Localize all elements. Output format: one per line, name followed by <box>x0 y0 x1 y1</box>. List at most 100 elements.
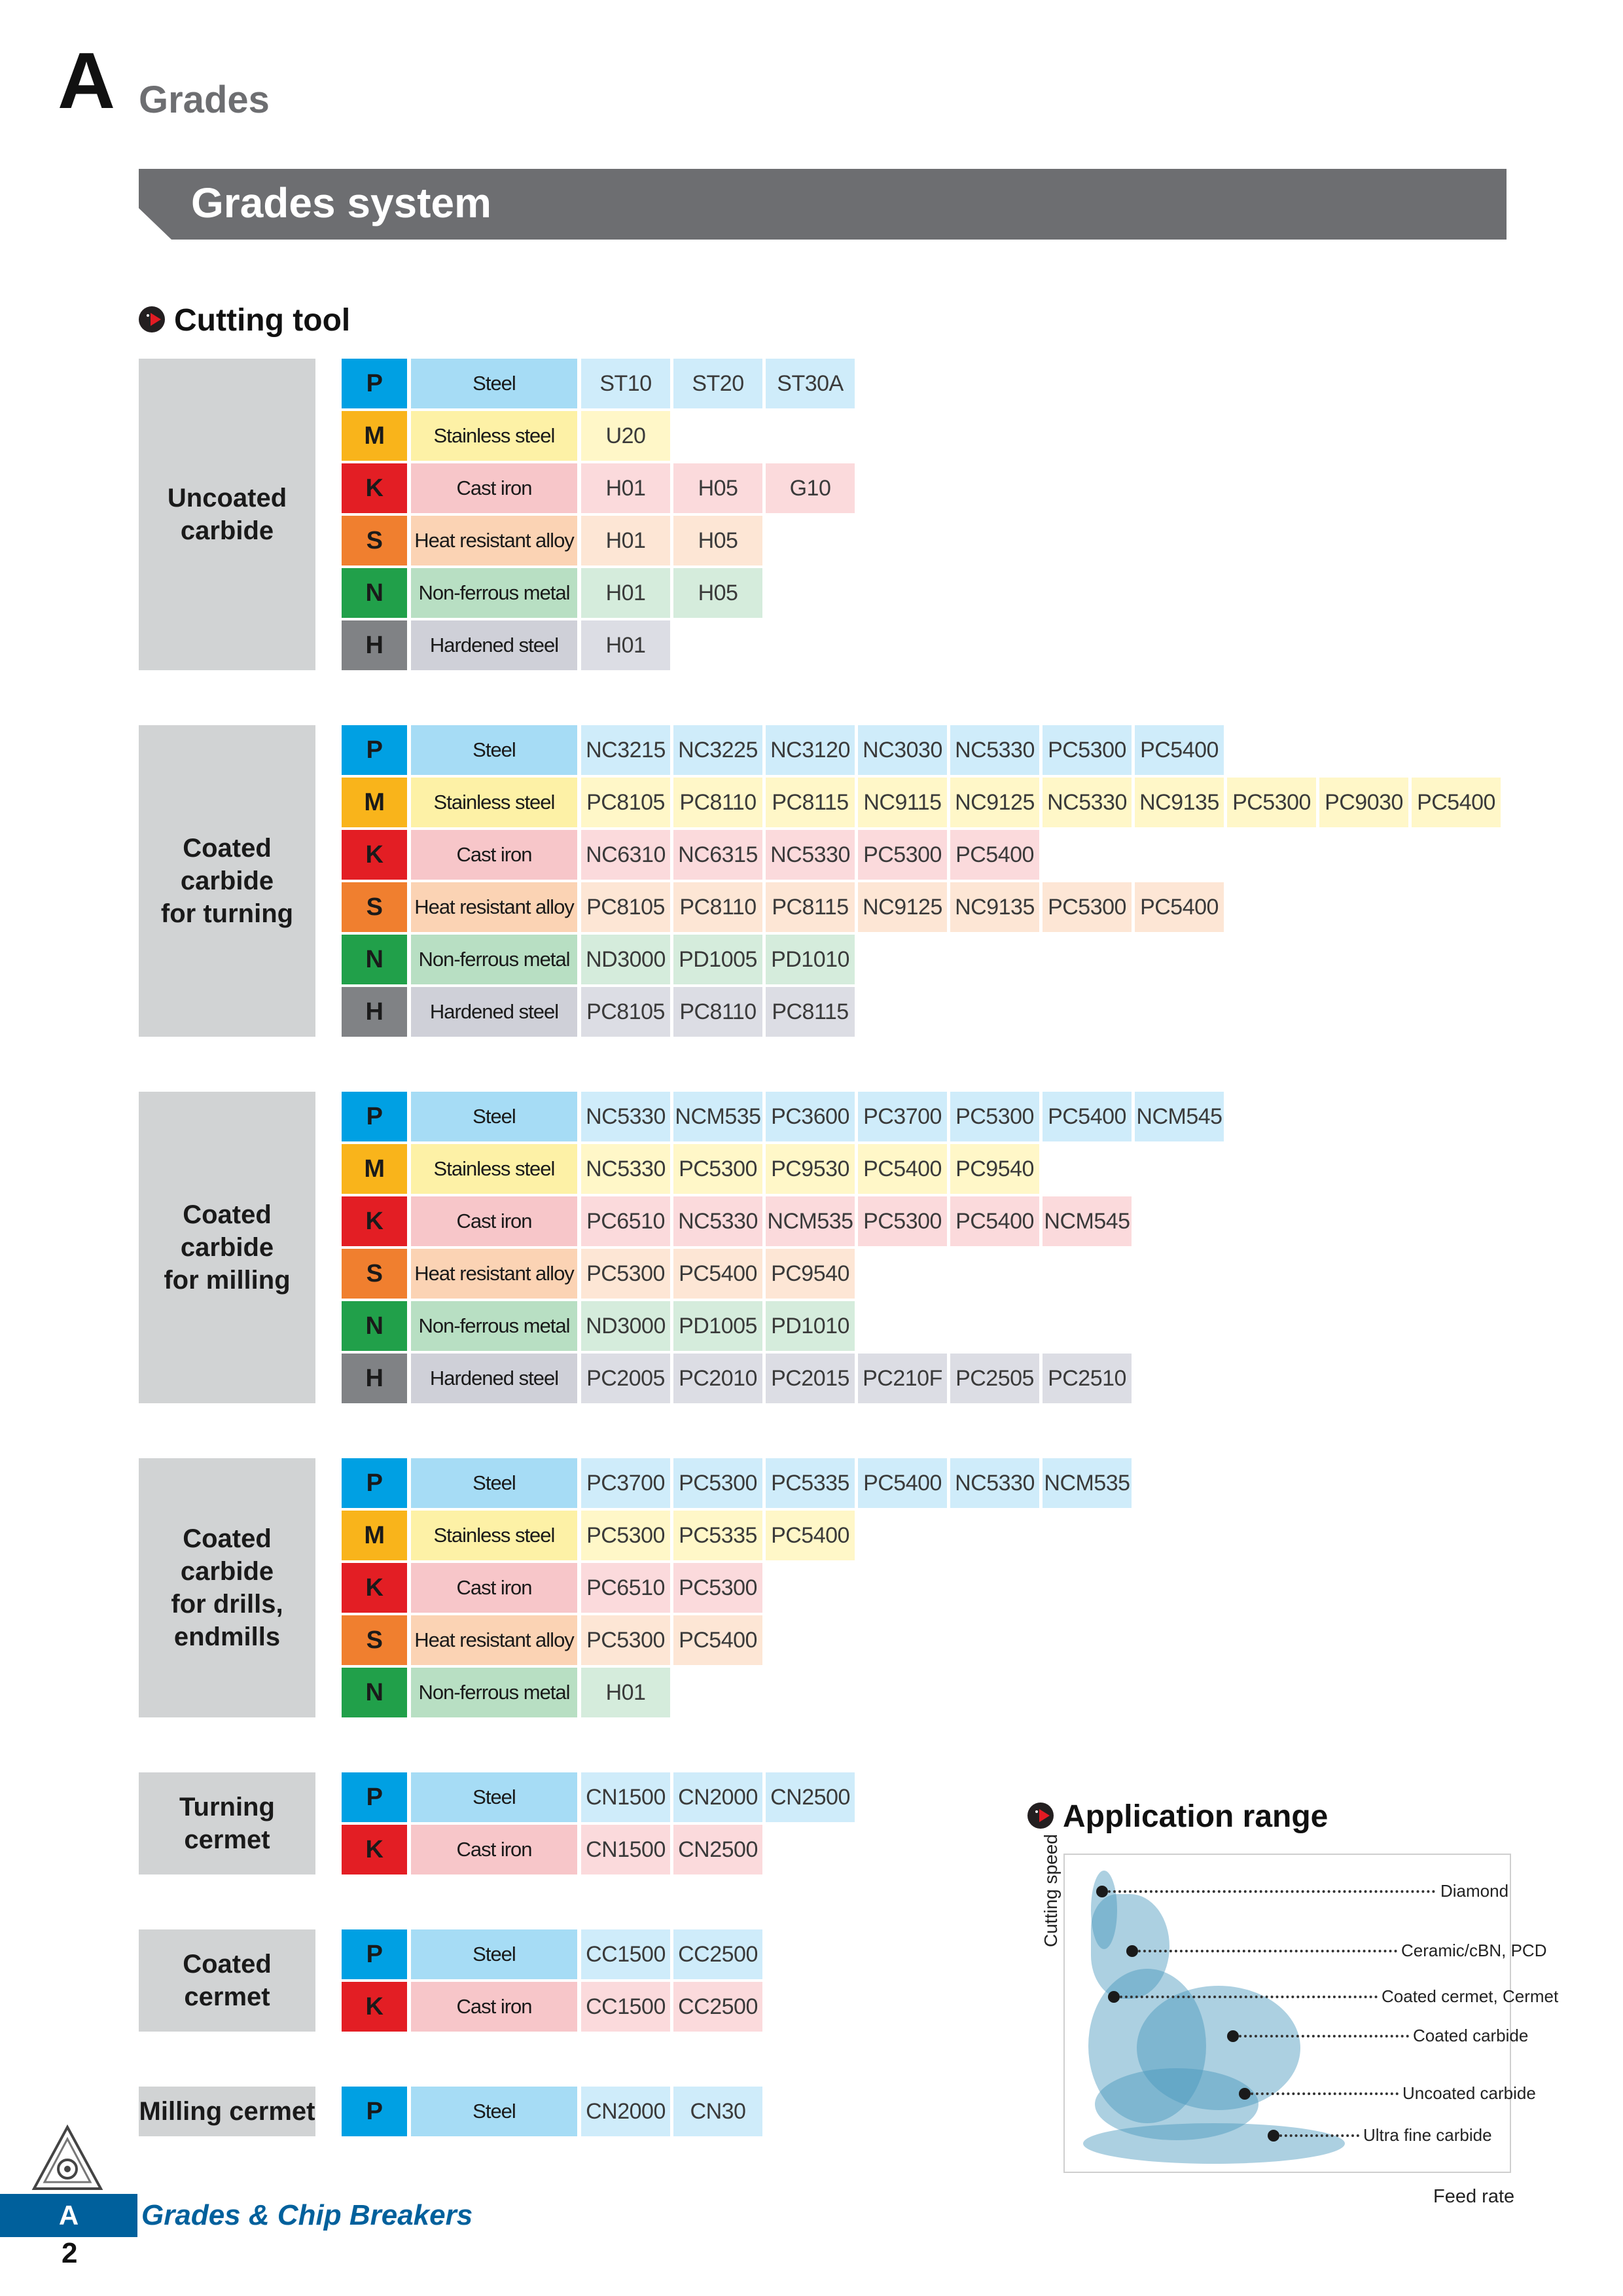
iso-code: P <box>342 1458 407 1508</box>
grade-cell: NC9135 <box>1135 778 1224 827</box>
grade-cell: PD1005 <box>673 935 762 984</box>
grade-cell: H01 <box>581 1668 670 1717</box>
grade-cell: CN30 <box>673 2087 762 2136</box>
group-label: Coated carbide for milling <box>139 1092 315 1403</box>
grade-cell: PC5300 <box>858 830 947 880</box>
material-label: Steel <box>411 359 577 408</box>
grade-cell: NC5330 <box>950 725 1039 775</box>
grade-cell: CC2500 <box>673 1929 762 1979</box>
grade-cell: PC6510 <box>581 1563 670 1613</box>
page-number: 2 <box>62 2237 78 2269</box>
material-label: Heat resistant alloy <box>411 1249 577 1299</box>
iso-code: M <box>342 1144 407 1194</box>
group-label: Turning cermet <box>139 1772 315 1874</box>
iso-code: P <box>342 725 407 775</box>
grade-cell: PC5300 <box>950 1092 1039 1141</box>
grade-cell: PC5400 <box>1135 882 1224 932</box>
material-label: Steel <box>411 725 577 775</box>
grade-cell: NC5330 <box>1043 778 1132 827</box>
grade-cell: NC6310 <box>581 830 670 880</box>
grade-cell: H05 <box>673 516 762 565</box>
grade-cell: PC5300 <box>581 1249 670 1299</box>
material-label: Hardened steel <box>411 620 577 670</box>
grade-cell: PD1010 <box>766 1301 855 1351</box>
grade-cell: PC8115 <box>766 987 855 1037</box>
grade-cell: NCM535 <box>1043 1458 1132 1508</box>
grade-cell: PC5400 <box>858 1144 947 1194</box>
grade-cell: NC3225 <box>673 725 762 775</box>
grade-cell: H05 <box>673 463 762 513</box>
material-label: Steel <box>411 1458 577 1508</box>
group-label: Coated carbide for drills, endmills <box>139 1458 315 1717</box>
iso-code: H <box>342 987 407 1037</box>
material-label: Steel <box>411 1772 577 1822</box>
grade-cell: PC5400 <box>950 1196 1039 1246</box>
grade-cell: NC9125 <box>950 778 1039 827</box>
iso-code: S <box>342 882 407 932</box>
grade-cell: PC3600 <box>766 1092 855 1141</box>
grade-cell: PC2010 <box>673 1354 762 1403</box>
label-uncoated-carbide: Uncoated carbide <box>1402 2083 1536 2103</box>
grade-cell: PD1005 <box>673 1301 762 1351</box>
material-label: Cast iron <box>411 1563 577 1613</box>
iso-code: P <box>342 359 407 408</box>
material-label: Stainless steel <box>411 1144 577 1194</box>
grade-cell: PC5335 <box>766 1458 855 1508</box>
point-diamond <box>1096 1886 1108 1897</box>
grade-cell: PC8105 <box>581 778 670 827</box>
grade-cell: PC9030 <box>1319 778 1408 827</box>
point-coated-cermet <box>1108 1991 1120 2003</box>
grade-cell: PC6510 <box>581 1196 670 1246</box>
group-label: Uncoated carbide <box>139 359 315 670</box>
grade-cell: NCM535 <box>766 1196 855 1246</box>
material-label: Cast iron <box>411 1196 577 1246</box>
label-coated-cermet: Coated cermet, Cermet <box>1382 1986 1559 2006</box>
grade-cell: ST10 <box>581 359 670 408</box>
iso-code: N <box>342 568 407 618</box>
grade-cell: CN2000 <box>581 2087 670 2136</box>
grade-cell: NC6315 <box>673 830 762 880</box>
banner-title: Grades system <box>191 179 491 226</box>
grade-cell: PC5400 <box>766 1511 855 1560</box>
grade-cell: PC3700 <box>858 1092 947 1141</box>
grade-cell: PC9540 <box>766 1249 855 1299</box>
grade-cell: NCM535 <box>673 1092 762 1141</box>
grade-cell: H01 <box>581 516 670 565</box>
material-label: Cast iron <box>411 830 577 880</box>
grade-cell: NCM545 <box>1043 1196 1132 1246</box>
iso-code: P <box>342 1772 407 1822</box>
material-label: Steel <box>411 1929 577 1979</box>
grade-cell: PC5400 <box>1412 778 1501 827</box>
grade-cell: ND3000 <box>581 1301 670 1351</box>
insert-logo-icon <box>31 2125 103 2190</box>
grade-cell: G10 <box>766 463 855 513</box>
grade-cell: PC5300 <box>858 1196 947 1246</box>
leader-coated-carbide <box>1239 2035 1409 2037</box>
application-range-heading: Application range <box>1027 1801 1328 1833</box>
grade-cell: PC2510 <box>1043 1354 1132 1403</box>
leader-coated-cermet <box>1120 1996 1378 1998</box>
blob-diamond <box>1091 1871 1117 1949</box>
grade-cell: PC5400 <box>858 1458 947 1508</box>
grade-cell: PC5400 <box>673 1249 762 1299</box>
point-coated-carbide <box>1227 2030 1239 2042</box>
material-label: Hardened steel <box>411 987 577 1037</box>
material-label: Stainless steel <box>411 411 577 461</box>
grade-cell: NCM545 <box>1135 1092 1224 1141</box>
x-axis-label: Feed rate <box>1433 2186 1515 2207</box>
material-label: Cast iron <box>411 1982 577 2032</box>
grade-cell: PC8110 <box>673 882 762 932</box>
grade-cell: CC2500 <box>673 1982 762 2032</box>
cutting-tool-heading: Cutting tool <box>139 305 350 336</box>
grade-cell: PC9530 <box>766 1144 855 1194</box>
grade-cell: PC8110 <box>673 778 762 827</box>
grade-cell: U20 <box>581 411 670 461</box>
grade-cell: PC5400 <box>1043 1092 1132 1141</box>
grade-cell: PC5400 <box>673 1615 762 1665</box>
grade-cell: PC8110 <box>673 987 762 1037</box>
grade-cell: PC5300 <box>673 1458 762 1508</box>
leader-ultra-fine-carbide <box>1279 2134 1359 2137</box>
grade-cell: PC5335 <box>673 1511 762 1560</box>
group-label: Milling cermet <box>139 2087 315 2136</box>
iso-code: K <box>342 1825 407 1874</box>
